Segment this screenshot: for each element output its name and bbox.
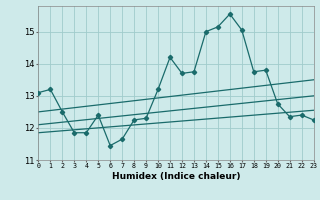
X-axis label: Humidex (Indice chaleur): Humidex (Indice chaleur) <box>112 172 240 181</box>
